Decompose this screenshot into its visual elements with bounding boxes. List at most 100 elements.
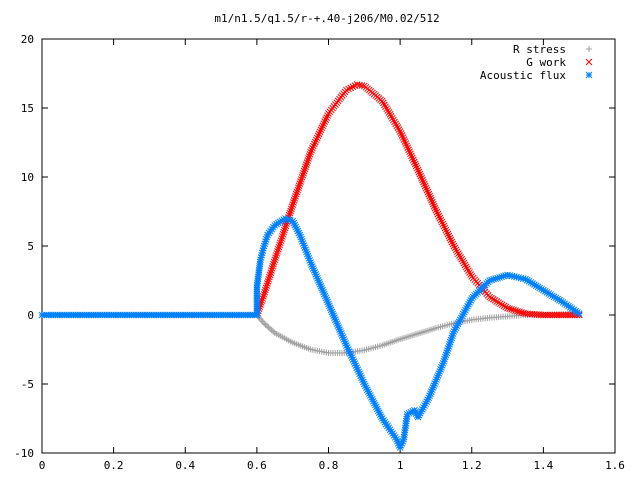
x-tick-label: 0.4 [175,459,195,472]
point-g-work [386,111,394,118]
y-tick-label: 20 [21,33,34,46]
point-g-work [409,156,417,164]
point-g-work [275,243,283,251]
point-g-work [459,257,467,265]
point-g-work [409,154,416,162]
point-g-work [265,275,273,283]
point-g-work [291,194,299,202]
point-g-work [435,212,443,220]
point-g-work [270,260,277,268]
y-tick-label: 10 [21,171,34,184]
point-g-work [292,190,300,198]
point-g-work [308,146,315,154]
point-g-work [259,293,267,300]
point-g-work [401,138,409,145]
point-g-work [434,210,442,218]
point-g-work [260,290,268,298]
point-g-work [272,254,279,262]
point-g-work [288,203,296,211]
point-g-work [304,157,312,164]
point-g-work [319,122,327,130]
point-g-work [453,248,461,256]
point-g-work [420,178,427,186]
point-g-work [280,228,288,236]
point-g-work [287,205,295,213]
point-g-work [504,304,511,312]
point-g-work [403,142,411,150]
point-g-work [457,254,464,261]
point-g-work [402,140,410,148]
point-g-work [305,153,313,160]
legend-label-r-stress: R stress [513,43,566,56]
point-g-work [421,182,429,190]
point-g-work [430,202,438,210]
point-g-work [422,184,430,192]
legend-marker-acoustic-flux [585,71,593,79]
point-g-work [420,180,428,188]
point-g-work [443,228,451,236]
x-tick-label: 1.2 [462,459,482,472]
point-g-work [451,244,459,252]
point-g-work [463,265,471,273]
point-g-work [514,307,521,315]
point-g-work [394,124,402,132]
point-g-work [287,207,294,215]
point-g-work [278,235,286,242]
point-g-work [301,165,309,173]
point-g-work [387,112,395,120]
point-g-work [415,168,423,176]
point-r-stress [268,327,275,334]
point-g-work [349,83,357,91]
point-g-work [295,184,302,192]
point-g-work [407,150,414,158]
point-g-work [320,120,328,128]
point-g-work [279,230,287,238]
point-g-work [294,186,302,194]
point-g-work [461,261,469,269]
point-g-work [445,232,453,240]
point-g-work [262,284,270,292]
point-g-work [454,250,462,257]
point-g-work [264,278,272,285]
point-g-work [456,252,463,259]
point-g-work [424,188,432,196]
point-g-work [439,220,447,228]
point-g-work [510,306,517,314]
point-g-work [518,309,525,316]
legend-label-g-work: G work [526,56,566,69]
point-g-work [399,134,407,141]
point-g-work [442,226,450,234]
point-g-work [448,238,456,246]
point-g-work [310,142,317,150]
point-g-work [299,171,307,179]
point-g-work [272,252,280,259]
point-g-work [449,240,457,248]
x-tick-label: 0 [39,459,46,472]
point-g-work [431,204,439,212]
point-g-work [322,116,330,123]
point-g-work [281,224,289,232]
point-g-work [462,263,470,271]
point-g-work [382,103,389,111]
point-g-work [347,84,355,92]
point-g-work [293,188,301,196]
point-g-work [345,85,352,93]
point-g-work [281,226,288,234]
point-g-work [467,271,474,278]
x-tick-label: 0.8 [319,459,339,472]
point-g-work [312,136,320,144]
point-g-work [429,200,437,208]
point-g-work [397,130,405,137]
point-g-work [395,126,403,133]
point-g-work [266,271,274,279]
point-g-work [446,234,454,242]
point-r-stress [262,321,269,328]
point-g-work [264,280,271,287]
chart-title: m1/n1.5/q1.5/r-+.40-j206/M0.02/512 [214,12,439,25]
point-g-work [271,256,279,264]
point-g-work [512,307,519,314]
point-g-work [277,237,285,245]
point-g-work [429,198,436,206]
point-g-work [268,267,275,274]
